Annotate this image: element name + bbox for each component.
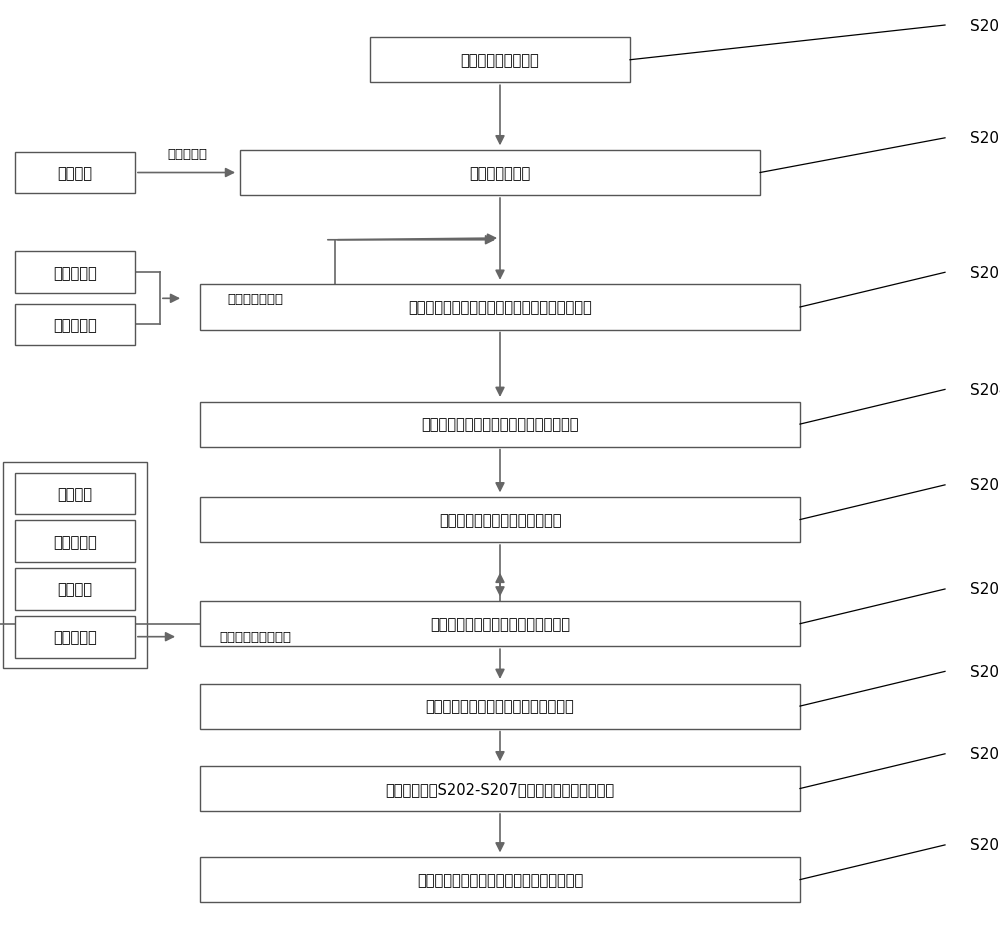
FancyBboxPatch shape bbox=[240, 151, 760, 196]
FancyBboxPatch shape bbox=[15, 252, 135, 294]
FancyBboxPatch shape bbox=[200, 497, 800, 543]
FancyBboxPatch shape bbox=[370, 38, 630, 83]
Text: 空气流量: 空气流量 bbox=[58, 487, 92, 502]
Text: 调整燃气喷射变化量: 调整燃气喷射变化量 bbox=[219, 631, 291, 643]
Text: 燃气喷射，某一工况点稳定运行时实现稀薄燃烧: 燃气喷射，某一工况点稳定运行时实现稀薄燃烧 bbox=[408, 300, 592, 315]
Text: S203: S203 bbox=[970, 266, 1000, 281]
Text: 确定负荷变化率与燃气喷射量的关系: 确定负荷变化率与燃气喷射量的关系 bbox=[430, 617, 570, 632]
Text: 排气氧含量: 排气氧含量 bbox=[53, 534, 97, 549]
FancyBboxPatch shape bbox=[15, 304, 135, 345]
FancyBboxPatch shape bbox=[200, 767, 800, 812]
FancyBboxPatch shape bbox=[15, 568, 135, 610]
Text: 排气温度: 排气温度 bbox=[58, 582, 92, 597]
FancyBboxPatch shape bbox=[200, 402, 800, 447]
FancyBboxPatch shape bbox=[15, 474, 135, 515]
FancyBboxPatch shape bbox=[15, 520, 135, 563]
Text: 气体发动机负荷变化，转速偏离设定转速: 气体发动机负荷变化，转速偏离设定转速 bbox=[421, 417, 579, 432]
FancyBboxPatch shape bbox=[200, 285, 800, 330]
FancyBboxPatch shape bbox=[15, 616, 135, 658]
Text: 完成脉谱图标定，全工况运行稳定，响应快: 完成脉谱图标定，全工况运行稳定，响应快 bbox=[417, 872, 583, 887]
Text: 发动机转速: 发动机转速 bbox=[53, 630, 97, 645]
Text: 设定空燃比: 设定空燃比 bbox=[168, 148, 208, 161]
Text: S202: S202 bbox=[970, 131, 1000, 146]
Text: 发动机工况变化平稳，瞬态响应性良好: 发动机工况变化平稳，瞬态响应性良好 bbox=[426, 699, 574, 714]
Text: 燃气基本喷射量: 燃气基本喷射量 bbox=[469, 166, 531, 181]
Text: 修正燃气喷射量: 修正燃气喷射量 bbox=[227, 293, 283, 305]
Text: S201: S201 bbox=[970, 19, 1000, 34]
Text: 不断重复步骤S202-S207完成下一个工况点的标定: 不断重复步骤S202-S207完成下一个工况点的标定 bbox=[385, 782, 615, 797]
Text: S208: S208 bbox=[970, 747, 1000, 762]
FancyBboxPatch shape bbox=[200, 684, 800, 729]
FancyBboxPatch shape bbox=[15, 153, 135, 194]
Text: 气体发动机起动运行: 气体发动机起动运行 bbox=[461, 53, 539, 68]
FancyBboxPatch shape bbox=[200, 602, 800, 647]
Text: S206: S206 bbox=[970, 582, 1000, 597]
Text: 空气流量: 空气流量 bbox=[58, 166, 92, 181]
Text: S204: S204 bbox=[970, 383, 1000, 398]
Text: 发动机转速: 发动机转速 bbox=[53, 317, 97, 332]
FancyBboxPatch shape bbox=[200, 857, 800, 902]
Text: S207: S207 bbox=[970, 665, 1000, 680]
Text: S209: S209 bbox=[970, 838, 1000, 853]
Text: S205: S205 bbox=[970, 478, 1000, 493]
Text: 根据转速的变化改变燃气喷射量: 根据转速的变化改变燃气喷射量 bbox=[439, 513, 561, 528]
Text: 排气氧含量: 排气氧含量 bbox=[53, 266, 97, 281]
